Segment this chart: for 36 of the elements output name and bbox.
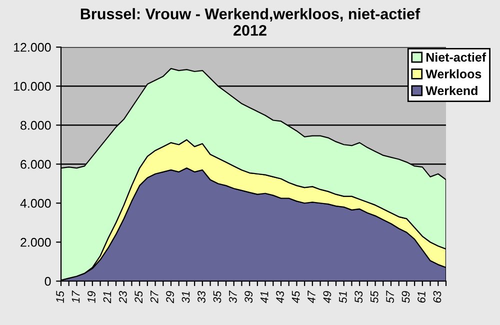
x-tick-label: 21: [103, 292, 112, 304]
x-tick-label: 23: [118, 290, 127, 304]
x-tick-label: 63: [433, 290, 442, 303]
y-tick-label: 8.000: [20, 120, 51, 130]
x-tick-label: 55: [370, 290, 378, 303]
x-tick-label: 57: [386, 290, 394, 303]
x-tick-label: 37: [228, 290, 237, 303]
y-tick-label: 2.000: [20, 238, 51, 247]
x-tick-label: 49: [323, 291, 332, 304]
x-tick-label: 39: [244, 291, 253, 303]
x-tick-label: 45: [292, 290, 300, 304]
y-tick-label: 12.000: [14, 42, 51, 52]
x-tick-label: 51: [339, 292, 347, 303]
x-tick-label: 35: [213, 290, 222, 303]
x-tick-label: 15: [56, 290, 64, 303]
x-tick-label: 19: [88, 291, 96, 303]
x-tick-label: 17: [72, 290, 80, 303]
y-tick-label: 6.000: [20, 160, 51, 169]
x-tick-label: 25: [134, 290, 143, 304]
y-tick-label: 10.000: [14, 82, 51, 91]
y-tick-label: 0: [44, 276, 51, 286]
x-tick-label: 53: [354, 290, 363, 303]
y-tick-label: 4.000: [20, 198, 51, 208]
legend-label: Niet-actief: [426, 52, 486, 62]
x-tick-label: 61: [418, 292, 426, 303]
x-tick-label: 31: [182, 292, 190, 303]
x-tick-label: 59: [402, 291, 410, 303]
x-tick-label: 27: [150, 290, 158, 304]
x-tick-label: 29: [166, 291, 174, 304]
legend-label: Werkloos: [426, 69, 482, 78]
legend-label: Werkend: [426, 86, 478, 96]
x-tick-label: 43: [276, 290, 284, 304]
x-tick-label: 47: [308, 290, 316, 304]
x-tick-label: 33: [198, 290, 206, 303]
x-tick-label: 41: [260, 292, 268, 304]
chart-title: Brussel: Vrouw - Werkend,werkloos, niet-actief 2012: [80, 8, 420, 36]
